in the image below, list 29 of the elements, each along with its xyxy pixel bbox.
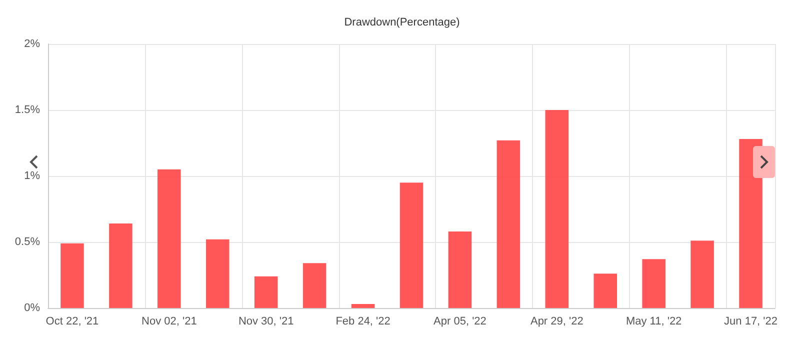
- bar: [594, 274, 617, 308]
- bar: [400, 182, 424, 308]
- bar: [448, 231, 472, 308]
- y-tick-label: 2%: [24, 38, 40, 50]
- y-tick-label: 0%: [24, 302, 40, 314]
- x-tick-label: Nov 30, '21: [238, 316, 294, 328]
- y-tick-label: 1.5%: [14, 104, 40, 116]
- x-tick-label: Jun 17, '22: [724, 316, 778, 328]
- bar: [206, 239, 230, 308]
- bar: [545, 110, 569, 308]
- y-tick-label: 0.5%: [14, 236, 40, 248]
- bar: [302, 263, 326, 308]
- bar: [60, 243, 84, 308]
- bar: [109, 224, 132, 308]
- bar: [254, 276, 278, 308]
- chart-title: Drawdown(Percentage): [344, 16, 460, 28]
- bar: [690, 240, 714, 308]
- bar: [496, 140, 520, 308]
- bar: [642, 259, 666, 308]
- bar: [158, 169, 181, 308]
- bar: [351, 304, 375, 308]
- bar: [739, 139, 762, 308]
- x-tick-label: Oct 22, '21: [46, 316, 99, 328]
- x-tick-label: Apr 05, '22: [434, 316, 486, 328]
- y-tick-label: 1%: [24, 170, 40, 182]
- x-tick-label: Nov 02, '21: [142, 316, 197, 328]
- x-tick-label: May 11, '22: [626, 316, 682, 328]
- x-tick-label: Apr 29, '22: [530, 316, 584, 328]
- x-tick-label: Feb 24, '22: [336, 316, 390, 328]
